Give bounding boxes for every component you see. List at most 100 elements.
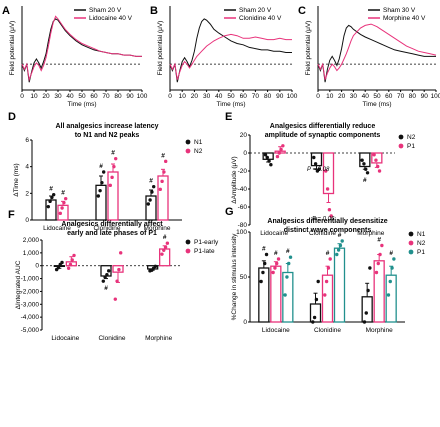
legend-label: P1-late — [194, 248, 215, 255]
data-point — [285, 275, 288, 278]
significance-mark: # — [326, 250, 330, 257]
bar-n2 — [271, 266, 281, 322]
data-point — [364, 168, 367, 171]
data-point — [164, 160, 167, 163]
data-point — [263, 262, 266, 265]
panel-label: D — [8, 111, 16, 123]
data-point — [335, 253, 338, 256]
data-point — [266, 156, 269, 159]
data-point — [315, 298, 318, 301]
x-tick-label: 10 — [30, 93, 38, 100]
legend-swatch — [186, 140, 191, 145]
data-point — [148, 198, 151, 201]
data-point — [147, 202, 150, 205]
legend-swatch — [186, 149, 191, 154]
data-point — [98, 189, 101, 192]
y-tick-label: -1,000 — [21, 276, 40, 283]
x-tick-label: 30 — [350, 93, 358, 100]
data-point — [72, 254, 75, 257]
data-point — [59, 212, 62, 215]
data-point — [329, 257, 332, 260]
data-point — [374, 159, 377, 162]
panel-label: F — [8, 209, 15, 221]
panel-C: C 0 10 20 30 40 50 60 70 80 90 100 Time (ms) Field po… — [298, 5, 440, 108]
category-label: Clonidine — [98, 335, 125, 342]
x-tick-label: 60 — [90, 93, 98, 100]
y-tick-label: 2 — [25, 190, 29, 197]
trace-sham-30-v — [318, 25, 436, 82]
category-label: Lidocaine — [262, 327, 290, 334]
data-point — [366, 289, 369, 292]
data-point — [317, 280, 320, 283]
y-tick-label: -4,000 — [21, 314, 40, 321]
legend-swatch — [186, 249, 191, 254]
data-point — [368, 266, 371, 269]
data-point — [276, 155, 279, 158]
legend-label: Sham 20 V — [89, 7, 122, 14]
data-point — [117, 268, 120, 271]
panel-label: B — [150, 5, 158, 17]
x-tick-label: 20 — [42, 93, 50, 100]
data-point — [105, 273, 108, 276]
significance-mark: # — [99, 163, 103, 170]
significance-mark: # — [262, 246, 266, 253]
data-point — [267, 159, 270, 162]
data-point — [278, 151, 281, 154]
data-point — [392, 257, 395, 260]
bar-n1 — [311, 304, 321, 322]
trace-morphine-40-v — [318, 24, 436, 80]
x-tick-label: 20 — [338, 93, 346, 100]
data-point — [159, 188, 162, 191]
y-tick-label: 0 — [243, 150, 247, 157]
legend-label: N1 — [194, 139, 203, 146]
x-tick-label: 0 — [168, 93, 172, 100]
trace-sham-20-v — [170, 19, 292, 82]
legend-swatch — [409, 241, 414, 246]
legend-label: P1-early — [194, 239, 219, 246]
data-point — [378, 169, 381, 172]
chart-title-line: early and late phases of P1 — [67, 230, 157, 237]
y-tick-label: -2,000 — [21, 288, 40, 295]
data-point — [67, 267, 70, 270]
data-point — [387, 293, 390, 296]
legend-swatch — [409, 232, 414, 237]
category-label: Lidocaine — [51, 335, 79, 342]
y-axis-label: ΔAmplitude (μV) — [231, 156, 238, 203]
x-tick-label: 80 — [114, 93, 122, 100]
x-tick-label: 80 — [264, 93, 272, 100]
panel-label: E — [225, 111, 232, 123]
x-tick-label: 90 — [276, 93, 284, 100]
chart-title-line: All analgesics increase latency — [55, 123, 158, 130]
data-point — [110, 176, 113, 179]
chart-title-line: distinct wave components — [284, 227, 372, 234]
data-point — [259, 280, 262, 283]
data-point — [52, 193, 55, 196]
data-point — [360, 159, 363, 162]
significance-mark: # — [274, 250, 278, 257]
y-tick-label: -3,000 — [21, 301, 40, 308]
data-point — [326, 187, 329, 190]
legend-label: N2 — [417, 240, 426, 247]
significance-mark: # — [149, 178, 153, 185]
significance-mark: # — [163, 234, 167, 241]
legend-swatch — [409, 250, 414, 255]
data-point — [162, 170, 165, 173]
category-label: Morphine — [145, 335, 172, 342]
legend-label: P1 — [417, 249, 425, 256]
y-axis-label: ΔTime (ms) — [13, 163, 20, 196]
data-point — [160, 252, 163, 255]
data-point — [313, 316, 316, 319]
legend-swatch — [186, 240, 191, 245]
panel-B: B 0 10 20 30 40 50 60 70 80 90 100 Time (ms) Field po… — [150, 5, 298, 108]
bar-n2 — [374, 261, 384, 322]
panel-G: G Analgesics differentially desensitize di… — [225, 206, 426, 334]
x-tick-label: 40 — [66, 93, 74, 100]
data-point — [339, 244, 342, 247]
data-point — [119, 251, 122, 254]
significance-mark: # — [61, 190, 65, 197]
x-tick-label: 60 — [385, 93, 393, 100]
bar-n1 — [46, 200, 56, 220]
x-axis-label: Time (ms) — [362, 101, 391, 108]
data-point — [281, 144, 284, 147]
data-point — [311, 320, 314, 323]
